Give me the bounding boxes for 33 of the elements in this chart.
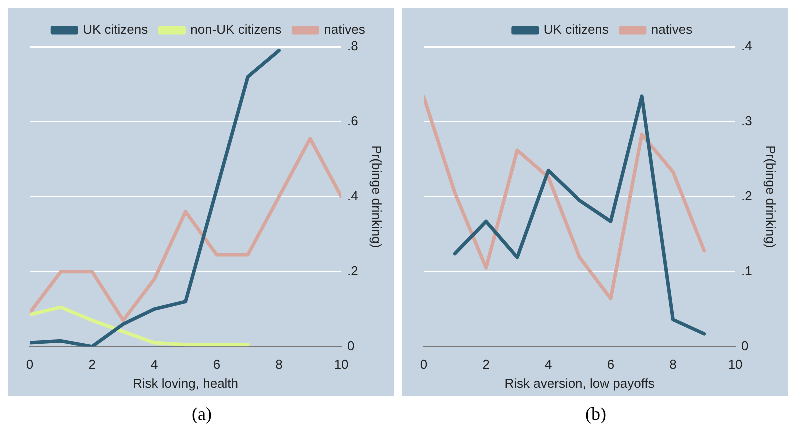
x-tick-label: 6 xyxy=(213,357,221,372)
y-axis-title: Pr(binge drinking) xyxy=(370,146,385,248)
legend-label: UK citizens xyxy=(544,22,610,38)
x-tick-label: 4 xyxy=(545,357,552,372)
x-tick-label: 0 xyxy=(26,357,34,372)
legend-label: natives xyxy=(651,22,694,38)
y-tick-label: .3 xyxy=(742,114,752,129)
y-tick-label: .8 xyxy=(348,38,358,54)
y-tick-label: 0 xyxy=(348,338,355,354)
legend-label: UK citizens xyxy=(83,22,149,38)
legend-label: natives xyxy=(324,22,366,38)
legend-label: non-UK citizens xyxy=(190,22,282,38)
x-tick-label: 0 xyxy=(420,357,428,372)
x-tick-label: 8 xyxy=(276,357,283,372)
y-axis-title: Pr(binge drinking) xyxy=(764,146,779,248)
x-axis-title: Risk aversion, low payoffs xyxy=(504,376,656,391)
x-axis-title: Risk loving, health xyxy=(133,376,239,391)
x-tick-label: 8 xyxy=(670,357,677,372)
text: (b) xyxy=(584,404,608,425)
x-tick-label: 10 xyxy=(728,357,743,372)
y-tick-label: .6 xyxy=(348,114,358,129)
y-tick-label: .1 xyxy=(742,263,752,278)
x-tick-label: 4 xyxy=(151,357,158,372)
y-tick-label: .2 xyxy=(348,263,358,278)
x-tick-label: 2 xyxy=(482,357,490,372)
x-tick-label: 6 xyxy=(607,357,615,372)
y-tick-label: .4 xyxy=(742,38,752,54)
y-tick-label: .2 xyxy=(742,188,752,204)
y-tick-label: .4 xyxy=(348,188,358,204)
x-tick-label: 2 xyxy=(88,357,96,372)
text: (a) xyxy=(191,404,213,425)
x-tick-label: 10 xyxy=(334,357,349,372)
y-tick-label: 0 xyxy=(742,338,749,354)
